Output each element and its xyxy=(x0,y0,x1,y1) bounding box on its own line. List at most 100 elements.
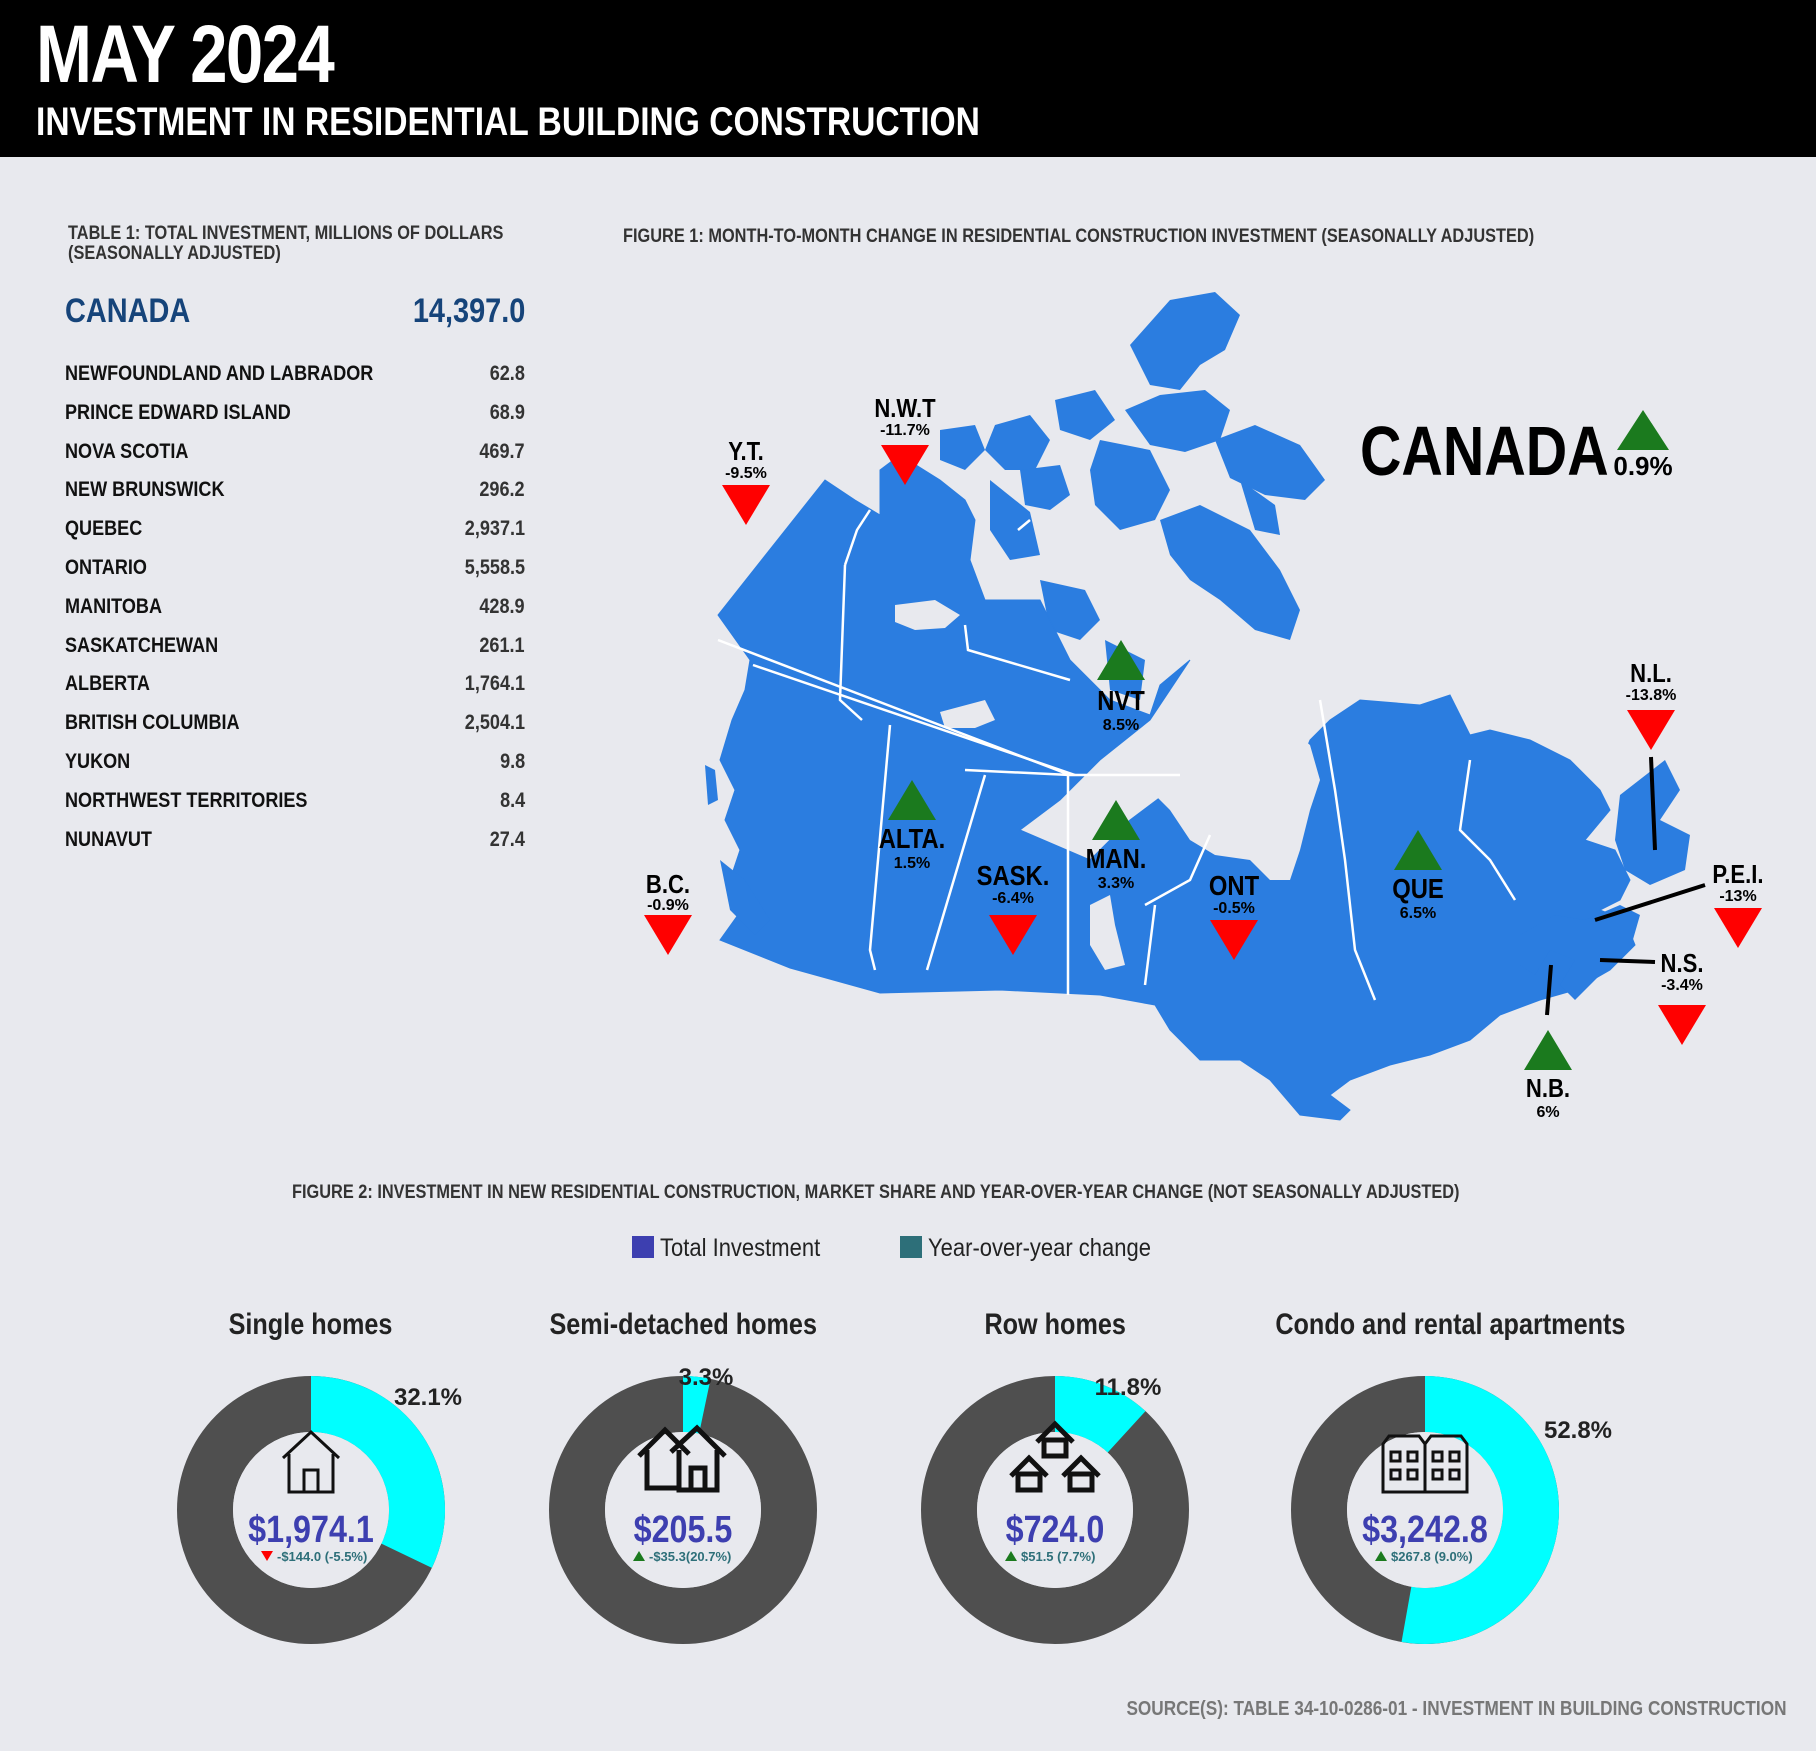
table-row: QUEBEC 2,937.1 xyxy=(65,517,525,556)
legend-yoy-change: Year-over-year change xyxy=(900,1234,1181,1263)
province-value: 296.2 xyxy=(479,478,525,502)
region-name-label: NVT xyxy=(1097,684,1145,716)
table1-rows: NEWFOUNDLAND AND LABRADOR 62.8 PRINCE EDWA… xyxy=(65,362,525,866)
region-name-label: Y.T. xyxy=(728,437,764,466)
figure2-title: FIGURE 2: INVESTMENT IN NEW RESIDENTIAL … xyxy=(292,1182,1460,1203)
donut-share-label: 32.1% xyxy=(394,1384,462,1411)
legend-total-investment: Total Investment xyxy=(632,1234,842,1263)
border-line xyxy=(925,774,987,971)
table-row: SASKATCHEWAN 261.1 xyxy=(65,634,525,673)
region-change-label: 6.5% xyxy=(1400,905,1436,922)
province-borders xyxy=(717,509,1517,1001)
border-line xyxy=(964,768,1180,777)
table-row: YUKON 9.8 xyxy=(65,750,525,789)
down-arrow-icon xyxy=(261,1551,273,1561)
legend-swatch-total xyxy=(632,1236,654,1258)
province-name: ALBERTA xyxy=(65,672,150,696)
up-arrow-icon xyxy=(1092,800,1140,840)
table-row: BRITISH COLUMBIA 2,504.1 xyxy=(65,711,525,750)
vancouver-island xyxy=(720,860,770,935)
pointer-lines xyxy=(1545,756,1706,1016)
donut-center xyxy=(233,1432,389,1588)
maritimes xyxy=(1520,905,1640,1000)
nl-pointer-line xyxy=(1649,756,1657,851)
region-name-label: N.L. xyxy=(1630,659,1672,688)
province-name: YUKON xyxy=(65,749,131,773)
donut-yoy-change: $51.5 (7.7%) xyxy=(1021,1549,1095,1564)
arctic-island xyxy=(940,425,985,470)
border-line xyxy=(1318,699,1377,1001)
lake xyxy=(1090,895,1125,970)
arctic-island xyxy=(1125,390,1230,452)
region-change-label: -13% xyxy=(1719,888,1756,905)
region-change-label: -6.4% xyxy=(992,890,1034,907)
region-change-label: 8.5% xyxy=(1103,717,1139,734)
donut-yoy-change: $267.8 (9.0%) xyxy=(1391,1549,1473,1564)
table-row: NUNAVUT 27.4 xyxy=(65,828,525,867)
table-row: NORTHWEST TERRITORIES 8.4 xyxy=(65,789,525,828)
province-value: 2,504.1 xyxy=(464,711,525,735)
table-row: PRINCE EDWARD ISLAND 68.9 xyxy=(65,401,525,440)
source-note: SOURCE(S): TABLE 34-10-0286-01 - INVESTM… xyxy=(1125,1698,1786,1720)
arctic-island xyxy=(1055,390,1115,440)
down-arrow-icon xyxy=(1714,908,1762,948)
donut-yoy-change: -$144.0 (-5.5%) xyxy=(277,1549,367,1564)
border-line xyxy=(717,638,1071,777)
figure1-title: FIGURE 1: MONTH-TO-MONTH CHANGE IN RESID… xyxy=(623,226,1535,247)
up-arrow-icon xyxy=(633,1551,645,1561)
arctic-island xyxy=(1215,425,1325,500)
haida-gwaii xyxy=(705,765,718,805)
table-row: NOVA SCOTIA 469.7 xyxy=(65,440,525,479)
region-marker: B.C.-0.9% xyxy=(644,870,692,955)
donut-total-value: $205.5 xyxy=(634,1509,733,1551)
border-line xyxy=(838,564,863,721)
page-title: MAY 2024 xyxy=(36,9,335,100)
region-marker: P.E.I.-13% xyxy=(1712,860,1764,948)
province-name: PRINCE EDWARD ISLAND xyxy=(65,400,291,424)
up-arrow-icon xyxy=(1097,640,1145,680)
donut-center xyxy=(605,1432,761,1588)
region-name-label: SASK. xyxy=(977,859,1050,891)
donut-charts: $1,974.1-$144.0 (-5.5%) 32.1% $205.5-$35.… xyxy=(177,1364,1612,1644)
region-change-label: 1.5% xyxy=(894,855,930,872)
region-name-label: B.C. xyxy=(646,870,690,899)
province-value: 68.9 xyxy=(489,400,525,424)
province-value: 428.9 xyxy=(479,594,525,618)
donut-title-text: Row homes xyxy=(984,1308,1126,1341)
donut-title-text: Semi-detached homes xyxy=(549,1308,817,1341)
donut-share-slice xyxy=(1055,1376,1146,1453)
province-name: BRITISH COLUMBIA xyxy=(65,711,240,735)
border-line xyxy=(1017,519,1031,531)
up-arrow-icon xyxy=(888,780,936,820)
donut-share-label: 52.8% xyxy=(1544,1417,1612,1444)
region-marker: N.L.-13.8% xyxy=(1626,659,1676,750)
province-value: 469.7 xyxy=(479,439,525,463)
region-change-label: -0.5% xyxy=(1213,900,1255,917)
donut-title: Row homes xyxy=(755,1308,1355,1342)
region-change-label: -11.7% xyxy=(880,422,930,439)
donut-share-label: 3.3% xyxy=(679,1364,734,1391)
border-line xyxy=(963,624,1071,682)
legend-label-yoy: Year-over-year change xyxy=(928,1234,1151,1262)
region-marker: Y.T.-9.5% xyxy=(722,437,770,525)
donut-total-value: $1,974.1 xyxy=(248,1509,374,1551)
province-value: 27.4 xyxy=(489,827,525,851)
region-change-label: 6% xyxy=(1536,1104,1559,1121)
province-value: 5,558.5 xyxy=(464,555,525,579)
province-name: NEWFOUNDLAND AND LABRADOR xyxy=(65,362,374,385)
map-canada-label: CANADA xyxy=(1360,412,1609,491)
arctic-island xyxy=(1090,440,1170,530)
region-change-label: 3.3% xyxy=(1098,875,1134,892)
donut-share-slice xyxy=(683,1376,711,1434)
province-name: MANITOBA xyxy=(65,594,162,618)
province-value: 9.8 xyxy=(499,749,525,773)
down-arrow-icon xyxy=(989,915,1037,955)
arctic-island xyxy=(1160,505,1300,640)
border-line xyxy=(1143,904,1157,986)
down-arrow-icon xyxy=(881,445,929,485)
region-marker: MAN.3.3% xyxy=(1086,800,1146,892)
canada-total: 14,397.0 xyxy=(412,292,525,330)
donut-title-text: Single homes xyxy=(229,1308,393,1341)
